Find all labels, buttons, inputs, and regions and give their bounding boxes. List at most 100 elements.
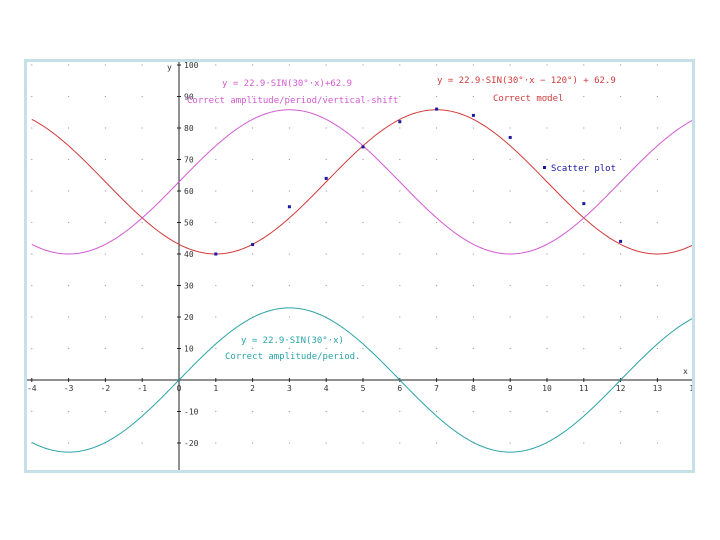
grid-dot (325, 158, 327, 161)
scatter-point (435, 107, 439, 111)
grid-dot (509, 221, 511, 224)
grid-dot (141, 253, 143, 255)
tick-labels: -4-3-2-101234567891011121314-30-20-10102… (27, 62, 692, 448)
grid-dot (472, 284, 474, 287)
grid-dot (215, 284, 217, 287)
y-tick-label: 70 (184, 156, 194, 165)
grid-dot (215, 64, 217, 66)
grid-dot (141, 190, 143, 192)
grid-dot (472, 347, 474, 350)
grid-dot (620, 64, 622, 66)
grid-dot (620, 410, 622, 413)
grid-dot (656, 127, 659, 129)
grid-dot (436, 127, 438, 129)
grid-dot (509, 410, 511, 413)
grid-dot (104, 347, 106, 350)
grid-dot (583, 95, 585, 98)
grid-dot (399, 221, 401, 224)
grid-dot (215, 442, 217, 444)
y-tick-label: 20 (184, 313, 194, 322)
grid-dot (325, 221, 327, 224)
grid-dot (362, 127, 364, 129)
grid-dot (215, 221, 217, 224)
grid-dot (472, 253, 474, 255)
scatter-point (398, 120, 402, 124)
y-tick-label: 80 (184, 124, 194, 133)
grid-dot (436, 316, 438, 318)
grid-dot (31, 158, 33, 161)
sine-chart: x y -4-3-2-101234567891011121314-30-20-1… (27, 62, 692, 470)
grid-dot (472, 127, 474, 129)
y-tick-label: 60 (184, 187, 194, 196)
grid-dot (31, 95, 33, 98)
grid-dot (546, 190, 548, 192)
grid-dot (362, 316, 364, 318)
grid-dot (436, 190, 438, 192)
grid-dot (68, 127, 70, 129)
grid-dot (31, 284, 33, 287)
grid-dot (68, 284, 70, 287)
grid-dot (436, 95, 438, 98)
grid-dot (325, 95, 327, 98)
red-note-label: Correct model (493, 94, 563, 104)
y-tick-label: 40 (184, 250, 194, 259)
grid-dot (31, 347, 33, 350)
grid-dot (399, 95, 401, 98)
grid-dot (104, 64, 106, 66)
grid-dot (141, 64, 143, 66)
grid-dot (104, 316, 106, 318)
x-tick-label: 6 (397, 384, 402, 393)
grid-dot (31, 190, 33, 192)
grid-dot (141, 284, 143, 287)
grid-dot (68, 221, 70, 224)
grid-dot (509, 347, 511, 350)
grid-dot (31, 410, 33, 413)
x-tick-label: 9 (508, 384, 513, 393)
grid-dot (509, 95, 511, 98)
grid-dot (399, 190, 401, 192)
grid-dot (141, 442, 143, 444)
y-tick-label: 10 (184, 345, 194, 354)
grid-dot (472, 95, 474, 98)
grid-dot (399, 158, 401, 161)
curves (31, 109, 692, 453)
grid-dot (546, 158, 548, 161)
grid-dot (472, 316, 474, 318)
grid-dot (509, 158, 511, 161)
grid-dot (583, 127, 585, 129)
y-tick-label: 50 (184, 219, 194, 228)
grid-dot (436, 410, 438, 413)
grid-dot (288, 64, 290, 66)
grid-dot (472, 190, 474, 192)
grid-dot (583, 316, 585, 318)
x-tick-label: 12 (616, 384, 626, 393)
x-tick-label: 14 (689, 384, 692, 393)
red-model-curve (31, 109, 692, 255)
grid-dot (620, 221, 622, 224)
grid-dot (31, 253, 33, 255)
grid-dot (509, 127, 511, 129)
grid-dot (620, 316, 622, 318)
grid-dot (252, 95, 254, 98)
grid-dot (509, 64, 511, 66)
grid-dot (252, 64, 254, 66)
grid-dot (472, 221, 474, 224)
grid-dot (31, 64, 33, 66)
grid-dot (288, 253, 290, 255)
grid-dot (68, 95, 70, 98)
grid-dot (68, 442, 70, 444)
grid-dot (325, 347, 327, 350)
grid-dot (583, 190, 585, 192)
grid-dot (620, 442, 622, 444)
grid-dot (141, 347, 143, 350)
x-tick-label: -4 (27, 384, 37, 393)
grid-dot (620, 158, 622, 161)
grid-dot (509, 316, 511, 318)
grid-dot (104, 284, 106, 287)
grid-dot (399, 284, 401, 287)
grid-dot (620, 253, 622, 255)
grid-dot (583, 284, 585, 287)
y-tick-label: -10 (184, 408, 199, 417)
grid-dot (68, 190, 70, 192)
grid-dot (472, 64, 474, 66)
